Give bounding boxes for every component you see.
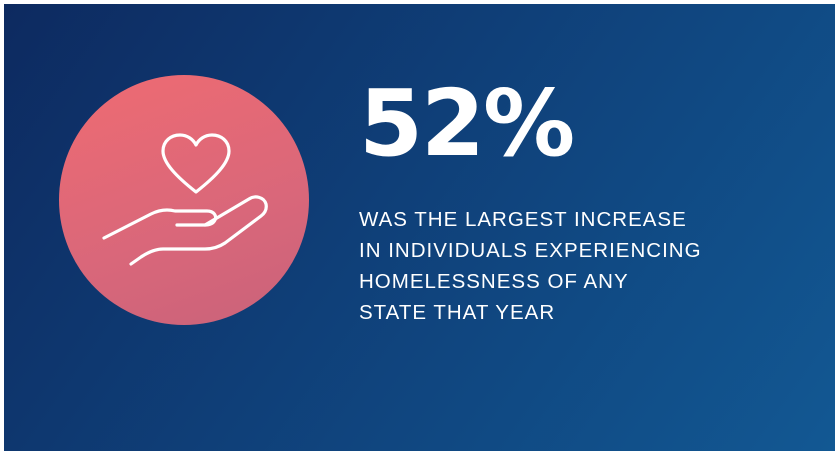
statistic-value: 52% <box>359 70 575 177</box>
description-line: HOMELESSNESS OF ANY <box>359 270 629 293</box>
stat-card: 52% WAS THE LARGEST INCREASE IN INDIVIDU… <box>4 4 835 451</box>
icon-circle <box>59 75 309 325</box>
description-line: IN INDIVIDUALS EXPERIENCING <box>359 239 702 262</box>
description-line: WAS THE LARGEST INCREASE <box>359 208 687 231</box>
statistic-description: WAS THE LARGEST INCREASE IN INDIVIDUALS … <box>359 204 779 328</box>
heart-in-hand-icon <box>102 133 268 266</box>
description-line: STATE THAT YEAR <box>359 301 556 324</box>
